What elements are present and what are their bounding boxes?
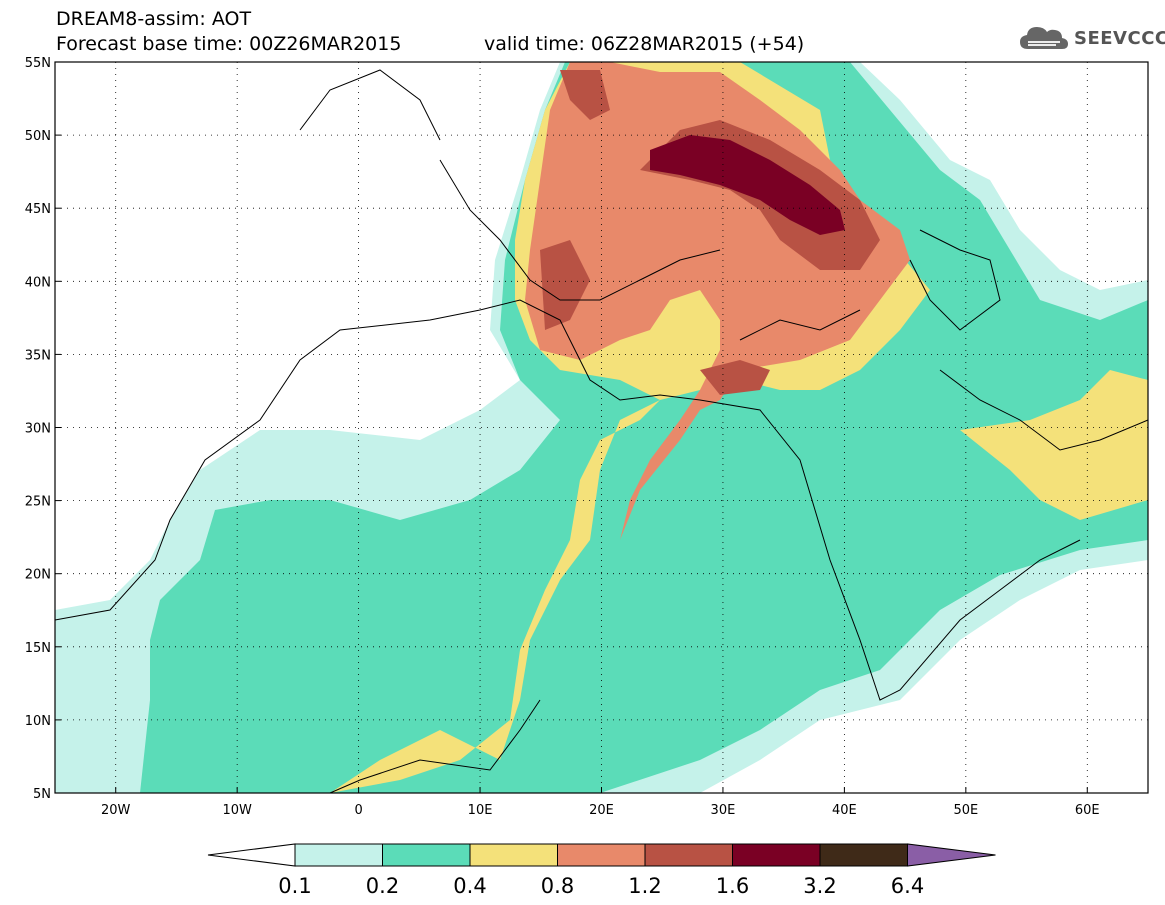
lat-label: 40N xyxy=(25,275,51,290)
lat-label: 25N xyxy=(25,495,51,510)
lon-label: 50E xyxy=(953,803,978,818)
colorbar-boxes xyxy=(207,843,996,867)
lat-labels: 5N 10N 15N 20N 25N 30N 35N 40N 45N 50N 55N xyxy=(25,56,51,802)
lon-label: 20W xyxy=(101,803,131,818)
lat-label: 50N xyxy=(25,129,51,144)
colorbar-label: 1.2 xyxy=(628,874,661,898)
lon-label: 10E xyxy=(468,803,493,818)
field-title: DREAM8-assim: AOT xyxy=(56,8,252,30)
colorbar-box xyxy=(819,843,908,867)
lat-label: 5N xyxy=(33,787,51,802)
lat-label: 20N xyxy=(25,568,51,583)
colorbar-box xyxy=(732,843,821,867)
coastlines xyxy=(54,69,1149,794)
lon-labels: 20W 10W 0 10E 20E 30E 40E 50E 60E xyxy=(101,803,1100,818)
logo-text: SEEVCCC xyxy=(1074,27,1165,49)
colorbar-box xyxy=(469,843,558,867)
lat-label: 55N xyxy=(25,56,51,71)
aot-band-1.6 xyxy=(650,135,845,235)
lat-label: 15N xyxy=(25,641,51,656)
lon-label: 0 xyxy=(354,803,362,818)
lon-label: 40E xyxy=(832,803,857,818)
colorbar-box xyxy=(382,843,471,867)
logo: SEEVCCC xyxy=(1018,22,1165,54)
colorbar-label: 1.6 xyxy=(716,874,749,898)
colorbar-label: 3.2 xyxy=(803,874,836,898)
colorbar-box xyxy=(294,843,383,867)
lat-label: 10N xyxy=(25,714,51,729)
colorbar-label: 0.8 xyxy=(541,874,574,898)
colorbar-arrow-high xyxy=(907,843,996,867)
map-grid xyxy=(55,62,1148,793)
valid-time: valid time: 06Z28MAR2015 (+54) xyxy=(484,33,805,55)
colorbar-label: 6.4 xyxy=(891,874,924,898)
lon-label: 20E xyxy=(589,803,614,818)
lat-label: 35N xyxy=(25,348,51,363)
lon-label: 60E xyxy=(1075,803,1100,818)
lon-label: 30E xyxy=(711,803,736,818)
colorbar-labels: 0.1 0.2 0.4 0.8 1.2 1.6 3.2 6.4 xyxy=(278,874,924,898)
colorbar-box xyxy=(644,843,733,867)
cloud-icon xyxy=(1020,27,1068,49)
colorbar-label: 0.2 xyxy=(366,874,399,898)
lat-label: 30N xyxy=(25,422,51,437)
lon-label: 10W xyxy=(222,803,252,818)
colorbar-arrow-low xyxy=(207,843,296,867)
axis-ticks xyxy=(55,61,1088,794)
colorbar-label: 0.1 xyxy=(278,874,311,898)
colorbar-box xyxy=(557,843,646,867)
colorbar-label: 0.4 xyxy=(453,874,486,898)
lat-label: 45N xyxy=(25,202,51,217)
colorbar: 0.1 0.2 0.4 0.8 1.2 1.6 3.2 6.4 xyxy=(207,843,996,898)
forecast-base-time: Forecast base time: 00Z26MAR2015 xyxy=(56,33,402,55)
